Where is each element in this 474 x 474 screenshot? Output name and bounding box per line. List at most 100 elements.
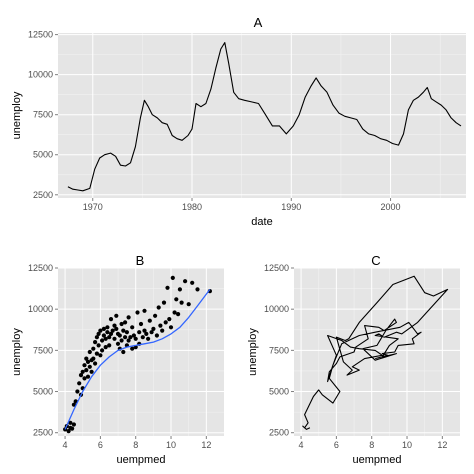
y-tick-label: 12500 bbox=[264, 263, 289, 273]
y-tick-label: 7500 bbox=[33, 345, 53, 355]
data-point bbox=[119, 321, 124, 327]
data-point bbox=[93, 340, 98, 345]
y-axis-title: unemploy bbox=[11, 328, 23, 376]
panel-a: 1970 1980 1990 2000 2500 5000 7500 10000 12500 Ad… bbox=[11, 15, 466, 228]
series-line bbox=[67, 42, 462, 192]
y-tick-label: 5000 bbox=[269, 387, 289, 397]
data-point bbox=[114, 313, 119, 318]
data-point bbox=[89, 369, 94, 374]
x-tick-label: 10 bbox=[166, 440, 176, 450]
y-tick-label: 12500 bbox=[28, 30, 53, 40]
data-point bbox=[165, 285, 170, 290]
data-point bbox=[177, 287, 182, 292]
y-tick-label: 12500 bbox=[28, 263, 53, 273]
y-tick-label: 7500 bbox=[269, 345, 289, 355]
data-point bbox=[103, 336, 108, 341]
data-point bbox=[108, 317, 114, 322]
data-point bbox=[153, 313, 158, 318]
data-point bbox=[154, 333, 159, 338]
smooth-fit-line bbox=[64, 289, 211, 430]
data-point bbox=[147, 318, 152, 323]
data-point bbox=[149, 330, 154, 335]
data-point bbox=[91, 356, 96, 361]
data-point bbox=[75, 389, 80, 394]
data-point bbox=[156, 305, 161, 310]
data-point bbox=[71, 422, 76, 427]
data-point bbox=[170, 275, 175, 280]
x-tick-label: 6 bbox=[334, 440, 339, 450]
data-point bbox=[163, 320, 168, 325]
y-axis-title: unemploy bbox=[11, 91, 23, 139]
data-point bbox=[96, 343, 101, 348]
data-point bbox=[124, 330, 129, 335]
data-point bbox=[87, 364, 92, 369]
data-point bbox=[101, 333, 106, 338]
data-point bbox=[123, 320, 128, 325]
x-tick-label: 12 bbox=[437, 440, 447, 450]
data-point bbox=[126, 338, 131, 343]
x-tick-label: 12 bbox=[201, 440, 211, 450]
data-point bbox=[158, 323, 163, 328]
data-point bbox=[110, 328, 115, 333]
data-point bbox=[142, 308, 147, 313]
data-point bbox=[91, 346, 96, 351]
data-point bbox=[190, 280, 195, 285]
x-tick-label: 4 bbox=[299, 440, 304, 450]
chart-title: C bbox=[371, 253, 380, 268]
data-point bbox=[195, 287, 200, 292]
data-point bbox=[146, 336, 151, 341]
data-point bbox=[114, 326, 119, 331]
data-point bbox=[68, 420, 73, 425]
y-tick-label: 10000 bbox=[264, 304, 289, 314]
y-tick-label: 2500 bbox=[269, 428, 289, 438]
data-point bbox=[144, 331, 149, 336]
data-point bbox=[176, 312, 181, 317]
data-point bbox=[128, 335, 133, 340]
data-point bbox=[98, 328, 103, 333]
data-point bbox=[135, 310, 140, 315]
data-point bbox=[70, 426, 75, 431]
data-point bbox=[85, 359, 91, 364]
x-tick-label: 1970 bbox=[83, 202, 103, 212]
y-tick-label: 7500 bbox=[33, 110, 53, 120]
data-point bbox=[107, 335, 112, 340]
data-point bbox=[82, 376, 87, 381]
data-point bbox=[103, 345, 108, 350]
x-tick-label: 1980 bbox=[182, 202, 202, 212]
chart-title: A bbox=[254, 15, 263, 30]
data-point bbox=[108, 331, 114, 336]
data-point bbox=[101, 326, 106, 331]
data-point bbox=[94, 335, 99, 340]
y-tick-label: 10000 bbox=[28, 304, 53, 314]
data-point bbox=[85, 374, 91, 379]
x-axis-title: date bbox=[251, 216, 272, 228]
data-point bbox=[112, 336, 117, 341]
data-point bbox=[100, 348, 105, 353]
x-tick-label: 6 bbox=[98, 440, 103, 450]
x-tick-label: 1990 bbox=[281, 202, 301, 212]
y-axis-title: unemploy bbox=[247, 328, 259, 376]
data-point bbox=[130, 325, 135, 330]
data-point bbox=[160, 328, 165, 333]
data-point bbox=[123, 335, 128, 340]
chart-title: B bbox=[136, 253, 145, 268]
data-point bbox=[138, 321, 144, 327]
data-point bbox=[117, 333, 122, 338]
data-point bbox=[82, 363, 87, 368]
y-tick-label: 10000 bbox=[28, 70, 53, 80]
data-point bbox=[105, 325, 110, 330]
data-point bbox=[77, 381, 82, 386]
plot-background bbox=[58, 268, 224, 436]
data-point bbox=[137, 330, 142, 335]
data-point bbox=[66, 429, 71, 434]
data-point bbox=[172, 310, 177, 315]
data-point bbox=[84, 368, 89, 373]
data-layer bbox=[302, 275, 449, 430]
x-tick-label: 10 bbox=[402, 440, 412, 450]
data-point bbox=[107, 343, 112, 348]
y-tick-label: 5000 bbox=[33, 387, 53, 397]
data-point bbox=[78, 373, 84, 378]
